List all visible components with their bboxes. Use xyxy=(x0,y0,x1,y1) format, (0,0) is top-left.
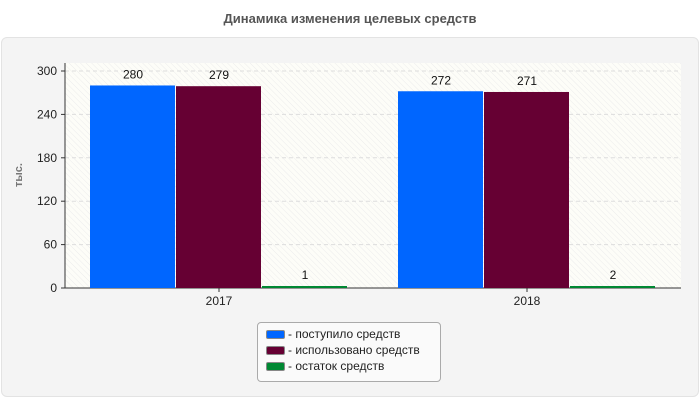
chart-title: Динамика изменения целевых средств xyxy=(223,11,477,26)
legend: - поступило средств - использовано средст… xyxy=(257,322,441,382)
bar xyxy=(570,286,655,288)
bar xyxy=(398,91,483,289)
bar xyxy=(262,286,347,288)
data-label: 280 xyxy=(123,67,143,81)
x-tick-label: 2017 xyxy=(206,294,233,308)
legend-swatch xyxy=(266,361,285,371)
data-label: 272 xyxy=(431,73,451,87)
legend-label: - поступило средств xyxy=(288,327,401,341)
legend-label: - использовано средств xyxy=(288,343,420,357)
data-label: 271 xyxy=(517,74,537,88)
legend-swatch xyxy=(266,345,285,355)
legend-item: - использовано средств xyxy=(266,342,440,358)
legend-swatch xyxy=(266,329,285,339)
legend-item: - остаток средств xyxy=(266,358,440,374)
legend-label: - остаток средств xyxy=(288,359,385,373)
y-tick-label: 240 xyxy=(37,107,57,121)
y-tick-label: 120 xyxy=(37,194,57,208)
y-tick-label: 180 xyxy=(37,151,57,165)
bar xyxy=(176,86,261,288)
y-tick-label: 300 xyxy=(37,64,57,78)
bar xyxy=(484,91,569,288)
data-label: 2 xyxy=(610,268,617,282)
y-axis-label: тыс. xyxy=(13,163,25,187)
bar xyxy=(90,85,175,288)
x-tick-label: 2018 xyxy=(514,294,541,308)
y-tick-label: 60 xyxy=(44,238,58,252)
data-label: 1 xyxy=(302,268,309,282)
data-label: 279 xyxy=(209,68,229,82)
y-tick-label: 0 xyxy=(50,281,57,295)
legend-item: - поступило средств xyxy=(266,326,440,342)
